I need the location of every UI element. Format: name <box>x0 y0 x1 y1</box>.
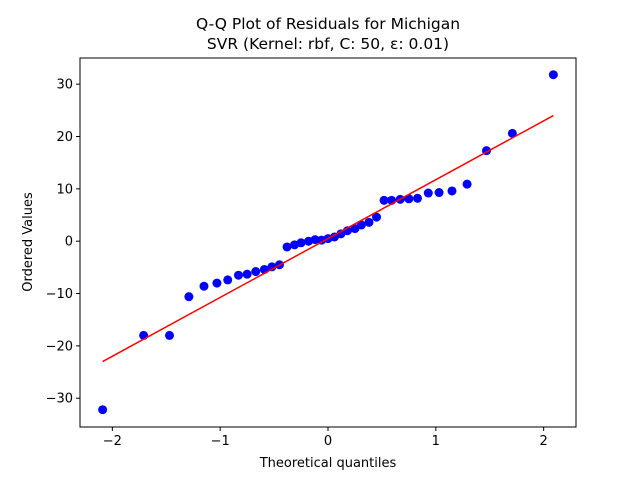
data-point <box>434 188 444 198</box>
data-point <box>98 405 108 415</box>
data-point <box>164 330 174 340</box>
x-tick-label: −2 <box>103 434 122 449</box>
data-point <box>404 194 414 204</box>
data-point <box>199 281 209 291</box>
y-tick-label: 10 <box>56 182 73 197</box>
data-point <box>267 262 277 272</box>
data-point <box>364 217 374 227</box>
data-point <box>462 179 472 189</box>
data-point <box>242 269 252 279</box>
chart-title-line1: Q-Q Plot of Residuals for Michigan <box>196 15 460 33</box>
data-point <box>379 195 389 205</box>
x-tick-label: 0 <box>324 434 332 449</box>
data-point <box>310 235 320 245</box>
y-tick-label: 0 <box>65 235 73 250</box>
x-axis-label: Theoretical quantiles <box>259 456 397 471</box>
y-tick-label: −10 <box>46 287 73 302</box>
data-point <box>251 267 261 277</box>
data-point <box>548 70 558 80</box>
data-point <box>223 275 233 285</box>
data-point <box>412 193 422 203</box>
data-point <box>423 188 433 198</box>
data-point <box>282 242 292 252</box>
data-point <box>447 186 457 196</box>
data-point <box>184 292 194 302</box>
y-tick-label: −20 <box>46 339 73 354</box>
data-point <box>296 238 306 248</box>
x-tick-label: 2 <box>540 434 548 449</box>
y-axis-label: Ordered Values <box>21 192 36 292</box>
data-point <box>356 220 366 230</box>
x-tick-label: 1 <box>432 434 440 449</box>
y-tick-label: −30 <box>46 392 73 407</box>
x-tick-label: −1 <box>211 434 230 449</box>
fit-line <box>102 114 554 363</box>
data-point <box>234 270 244 280</box>
y-tick-label: 20 <box>56 130 73 145</box>
data-point <box>372 212 382 222</box>
chart-title-line2: SVR (Kernel: rbf, C: 50, ε: 0.01) <box>207 35 449 53</box>
data-point <box>212 278 222 288</box>
y-tick-label: 30 <box>56 78 73 93</box>
data-point <box>507 128 517 138</box>
